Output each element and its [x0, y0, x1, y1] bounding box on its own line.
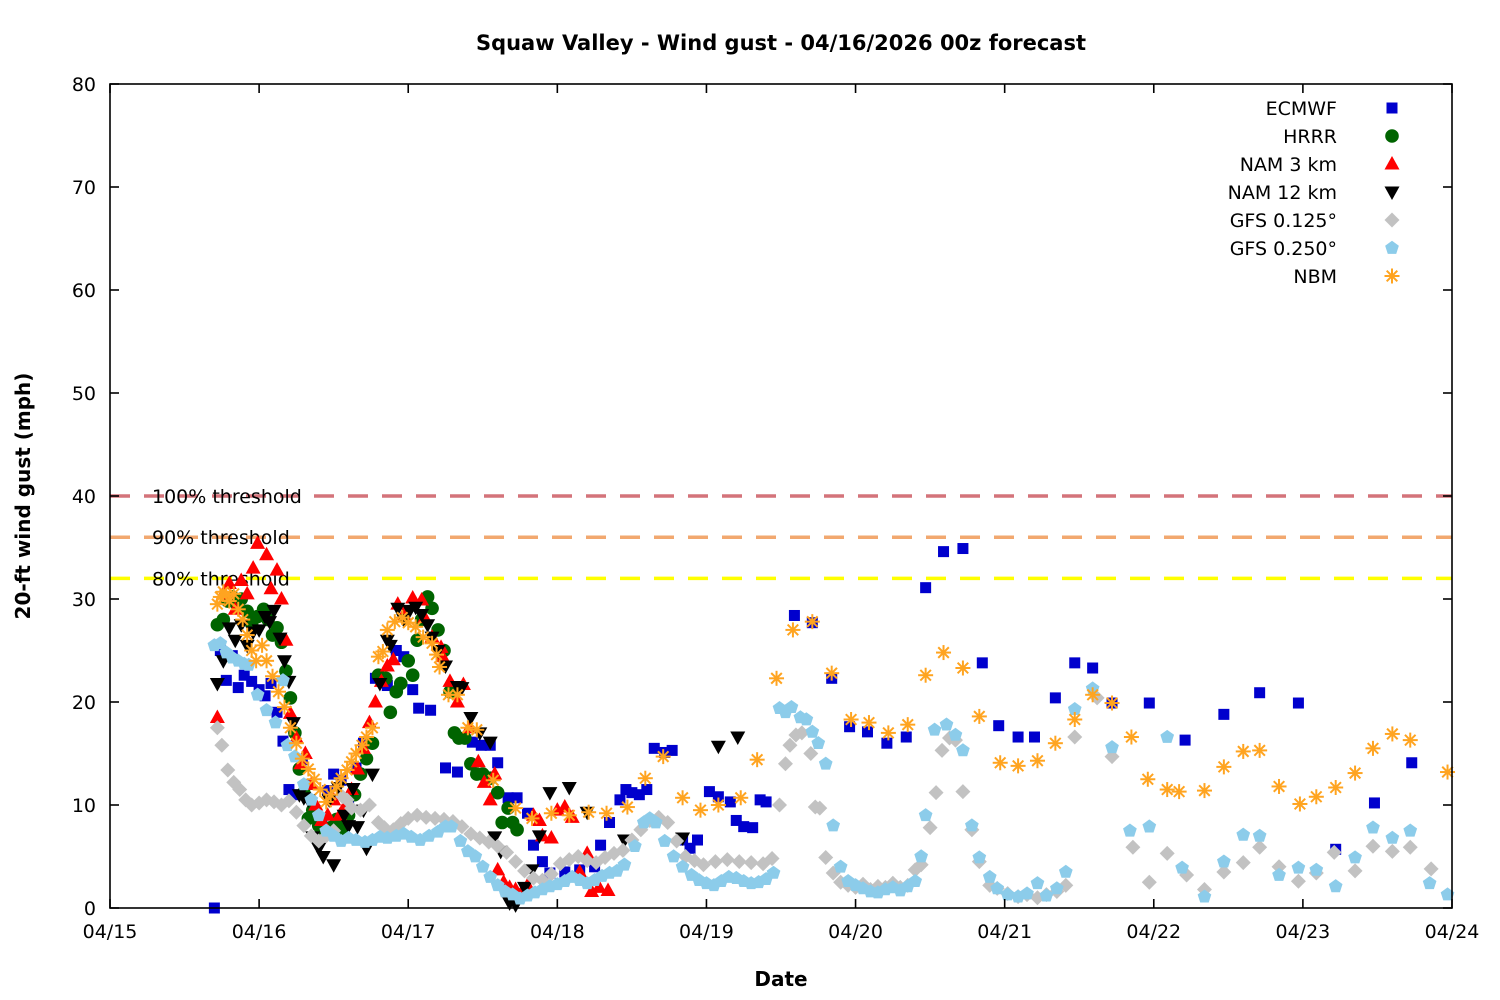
series-nam-3-km [209, 535, 616, 899]
y-tick-0: 0 [84, 898, 96, 920]
legend-label: GFS 0.250° [1230, 238, 1337, 260]
series-nbm [209, 584, 1456, 826]
legend-item-gfs-0-250-: GFS 0.250° [1230, 238, 1399, 260]
x-tick-04/17: 04/17 [381, 921, 436, 943]
legend-label: NAM 12 km [1228, 182, 1337, 204]
y-tick-60: 60 [72, 280, 96, 302]
legend-item-nbm: NBM [1293, 266, 1400, 288]
legend-label: GFS 0.125° [1230, 210, 1337, 232]
threshold-label-36: 90% threshold [152, 527, 290, 549]
x-axis-label: Date [754, 967, 807, 991]
x-tick-04/21: 04/21 [977, 921, 1032, 943]
x-tick-04/15: 04/15 [83, 921, 138, 943]
series-gfs-0-125- [209, 690, 1439, 906]
legend-label: ECMWF [1266, 98, 1337, 120]
data-points [207, 535, 1456, 914]
legend-label: NAM 3 km [1240, 154, 1337, 176]
legend-item-hrrr: HRRR [1283, 126, 1399, 148]
threshold-label-40: 100% threshold [152, 486, 302, 508]
legend-item-nam-12-km: NAM 12 km [1228, 182, 1400, 204]
legend-item-ecmwf: ECMWF [1266, 98, 1398, 120]
y-axis-label: 20-ft wind gust (mph) [11, 373, 35, 620]
y-tick-50: 50 [72, 383, 96, 405]
y-tick-10: 10 [72, 795, 96, 817]
y-tick-80: 80 [72, 74, 96, 96]
plot-frame: 04/15 04/16 04/17 04/18 04/19 04/20 04/21 04/22… [72, 74, 1480, 943]
chart-title: Squaw Valley - Wind gust - 04/16/2026 00… [476, 31, 1086, 55]
y-tick-20: 20 [72, 692, 96, 714]
x-tick-04/19: 04/19 [679, 921, 734, 943]
y-tick-30: 30 [72, 589, 96, 611]
y-tick-70: 70 [72, 177, 96, 199]
legend-item-gfs-0-125-: GFS 0.125° [1230, 210, 1400, 232]
threshold-label-32: 80% threshold [152, 568, 290, 590]
legend-item-nam-3-km: NAM 3 km [1240, 154, 1400, 176]
series-gfs-0-250- [207, 636, 1455, 905]
threshold-lines: 100% threshold 90% threshold 80% threshold [110, 486, 1452, 590]
x-tick-04/20: 04/20 [828, 921, 883, 943]
x-tick-04/18: 04/18 [530, 921, 585, 943]
x-tick-04/23: 04/23 [1276, 921, 1331, 943]
y-tick-40: 40 [72, 486, 96, 508]
legend: ECMWF HRRR NAM 3 km NAM 12 km GFS 0.125° GFS … [1228, 98, 1400, 288]
legend-label: HRRR [1283, 126, 1337, 148]
legend-label: NBM [1293, 266, 1337, 288]
x-tick-04/24: 04/24 [1425, 921, 1480, 943]
x-tick-04/16: 04/16 [232, 921, 287, 943]
x-tick-04/22: 04/22 [1126, 921, 1181, 943]
